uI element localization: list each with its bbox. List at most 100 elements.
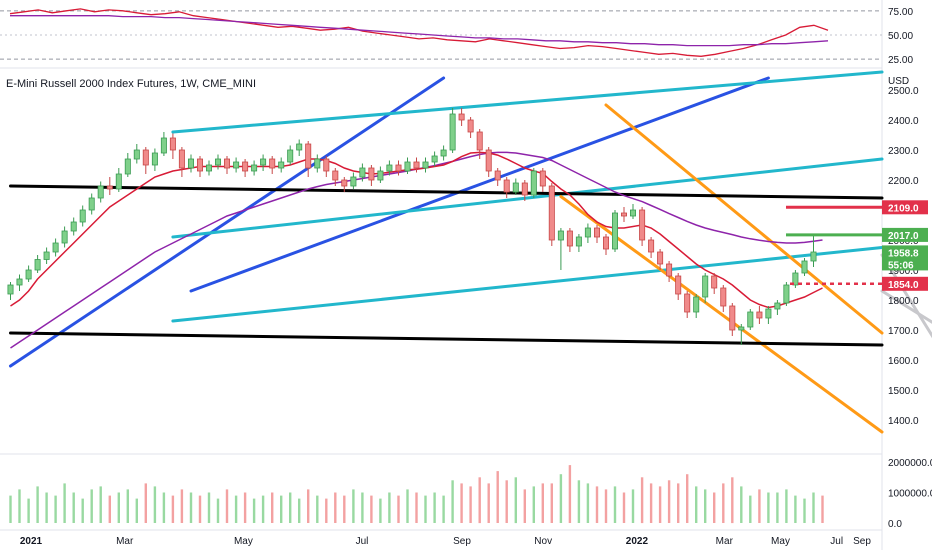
volume-bar bbox=[171, 495, 175, 523]
candle-body bbox=[368, 167, 375, 181]
candle-body bbox=[639, 209, 646, 241]
candle-body bbox=[738, 326, 745, 331]
candle-body bbox=[205, 164, 212, 172]
price-tick-label: 1700.0 bbox=[888, 326, 919, 337]
price-tick-label: 2300.0 bbox=[888, 146, 919, 157]
time-tick-label: Sep bbox=[853, 536, 871, 547]
price-tick-label: 2500.0 bbox=[888, 86, 919, 97]
candle-body bbox=[242, 161, 249, 172]
volume-bar bbox=[451, 480, 454, 523]
time-tick-label: Jul bbox=[830, 536, 843, 547]
candle-body bbox=[431, 155, 438, 163]
volume-bar bbox=[352, 489, 355, 523]
price-badge-text: 1854.0 bbox=[888, 280, 919, 291]
volume-bar bbox=[36, 486, 39, 523]
volume-bar bbox=[649, 483, 653, 523]
candle-body bbox=[485, 149, 492, 172]
volume-bar bbox=[27, 498, 30, 523]
trendline-2 bbox=[171, 70, 884, 134]
volume-bar bbox=[640, 477, 644, 524]
candle-body bbox=[341, 179, 348, 187]
volume-bar bbox=[54, 495, 57, 523]
candle-body bbox=[612, 212, 619, 250]
time-tick-label: Mar bbox=[116, 536, 134, 547]
candle-body bbox=[566, 230, 573, 247]
volume-bar bbox=[677, 483, 680, 523]
candle-body bbox=[675, 275, 682, 295]
volume-bar bbox=[740, 486, 743, 523]
candle-body bbox=[449, 113, 456, 151]
price-badge bbox=[882, 200, 928, 215]
time-tick-label: Sep bbox=[453, 536, 471, 547]
candle-body bbox=[160, 137, 167, 154]
oscillator-tick-label: 75.00 bbox=[888, 7, 913, 18]
volume-bar bbox=[207, 492, 211, 523]
chart-title: E-Mini Russell 2000 Index Futures, 1W, C… bbox=[6, 78, 257, 90]
volume-bar bbox=[604, 489, 608, 523]
volume-bar bbox=[225, 489, 229, 523]
time-tick-label: 2022 bbox=[626, 536, 649, 547]
volume-bar bbox=[722, 483, 725, 523]
volume-bar bbox=[658, 486, 662, 523]
price-badge-text: 2017.0 bbox=[888, 231, 919, 242]
volume-bar bbox=[9, 495, 12, 523]
volume-bar bbox=[415, 492, 418, 523]
volume-bar bbox=[90, 489, 93, 523]
candle-body bbox=[801, 260, 808, 274]
candle-body bbox=[61, 230, 68, 244]
volume-bar bbox=[325, 498, 328, 523]
oscillator-series-0 bbox=[9, 8, 829, 57]
volume-bar bbox=[505, 480, 508, 523]
candle-body bbox=[702, 275, 709, 298]
price-tick-label: 2400.0 bbox=[888, 116, 919, 127]
price-tick-label: 1800.0 bbox=[888, 296, 919, 307]
trendline-10 bbox=[880, 289, 932, 324]
volume-bar bbox=[334, 492, 337, 523]
volume-bar bbox=[370, 495, 373, 523]
volume-tick-label: 1000000.0 bbox=[888, 489, 932, 500]
volume-bar bbox=[135, 498, 138, 523]
price-tick-label: 1400.0 bbox=[888, 416, 919, 427]
price-badge-text: 2109.0 bbox=[888, 203, 919, 214]
candle-body bbox=[693, 296, 700, 313]
volume-bar bbox=[577, 480, 581, 523]
candle-body bbox=[350, 176, 357, 187]
candle-body bbox=[521, 182, 528, 196]
volume-bar bbox=[532, 486, 535, 523]
candle-body bbox=[548, 185, 555, 241]
candle-body bbox=[621, 212, 628, 217]
oscillator-tick-label: 25.00 bbox=[888, 55, 913, 66]
volume-bar bbox=[767, 492, 770, 523]
candle-body bbox=[377, 170, 384, 181]
candle-body bbox=[630, 209, 637, 217]
candle-body bbox=[395, 164, 402, 172]
candle-body bbox=[792, 272, 799, 286]
volume-bar bbox=[99, 486, 102, 523]
candle-body bbox=[512, 182, 519, 193]
volume-bar bbox=[307, 489, 310, 523]
candle-body bbox=[467, 119, 474, 133]
price-badge-text: 1958.8 bbox=[888, 248, 919, 259]
price-tick-label: 1900.0 bbox=[888, 266, 919, 277]
volume-bar bbox=[45, 492, 48, 523]
candle-body bbox=[70, 221, 77, 232]
candle-body bbox=[314, 158, 321, 169]
candle-body bbox=[169, 137, 176, 151]
time-tick-label: Jul bbox=[356, 536, 369, 547]
price-badge bbox=[882, 276, 928, 291]
volume-bar bbox=[695, 486, 698, 523]
candle-body bbox=[720, 287, 727, 307]
trendline-0 bbox=[9, 76, 446, 368]
volume-bar bbox=[686, 474, 689, 523]
volume-bar bbox=[514, 477, 517, 524]
candle-body bbox=[260, 158, 267, 166]
volume-bar bbox=[478, 477, 481, 524]
volume-bar bbox=[595, 486, 599, 523]
price-badge bbox=[882, 227, 928, 242]
volume-bar bbox=[758, 489, 761, 523]
candle-body bbox=[783, 284, 790, 304]
volume-bar bbox=[234, 495, 238, 523]
candle-body bbox=[747, 311, 754, 328]
